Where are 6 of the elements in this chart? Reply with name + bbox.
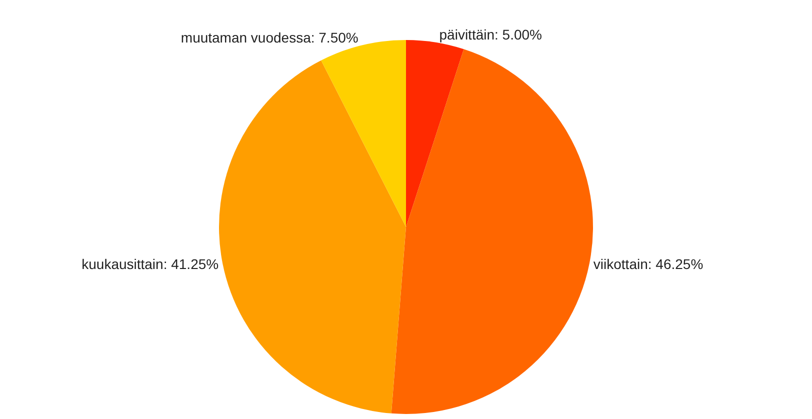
slice-label: kuukausittain: 41.25% (82, 256, 219, 272)
slice-label: päivittäin: 5.00% (439, 26, 542, 42)
pie-slice (391, 49, 593, 414)
pie-slice (219, 60, 406, 414)
slice-label: viikottain: 46.25% (593, 256, 704, 272)
slice-label: muutaman vuodessa: 7.50% (180, 30, 358, 46)
